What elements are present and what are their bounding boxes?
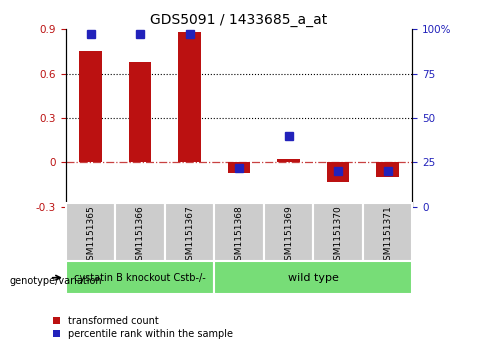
Bar [179,32,201,163]
Text: GSM1151371: GSM1151371 [383,205,392,266]
Text: cystatin B knockout Cstb-/-: cystatin B knockout Cstb-/- [74,273,206,283]
Bar [264,203,313,265]
Title: GDS5091 / 1433685_a_at: GDS5091 / 1433685_a_at [150,13,328,26]
Bar [228,163,250,173]
Bar [363,203,412,265]
Text: GSM1151367: GSM1151367 [185,205,194,266]
Text: GSM1151368: GSM1151368 [235,205,244,266]
Text: GSM1151370: GSM1151370 [334,205,343,266]
Text: GSM1151365: GSM1151365 [86,205,95,266]
Bar [376,163,399,177]
Bar [80,51,102,163]
Text: GSM1151366: GSM1151366 [136,205,144,266]
Bar [214,261,412,294]
Bar [313,203,363,265]
Bar [129,62,151,163]
Bar [327,163,349,182]
Text: wild type: wild type [288,273,339,283]
Bar [66,261,214,294]
Text: genotype/variation: genotype/variation [10,276,102,286]
Bar [214,203,264,265]
Bar [66,203,115,265]
Legend: transformed count, percentile rank within the sample: transformed count, percentile rank withi… [49,312,237,343]
Bar [278,159,300,163]
Bar [165,203,214,265]
Bar [115,203,165,265]
Text: GSM1151369: GSM1151369 [284,205,293,266]
